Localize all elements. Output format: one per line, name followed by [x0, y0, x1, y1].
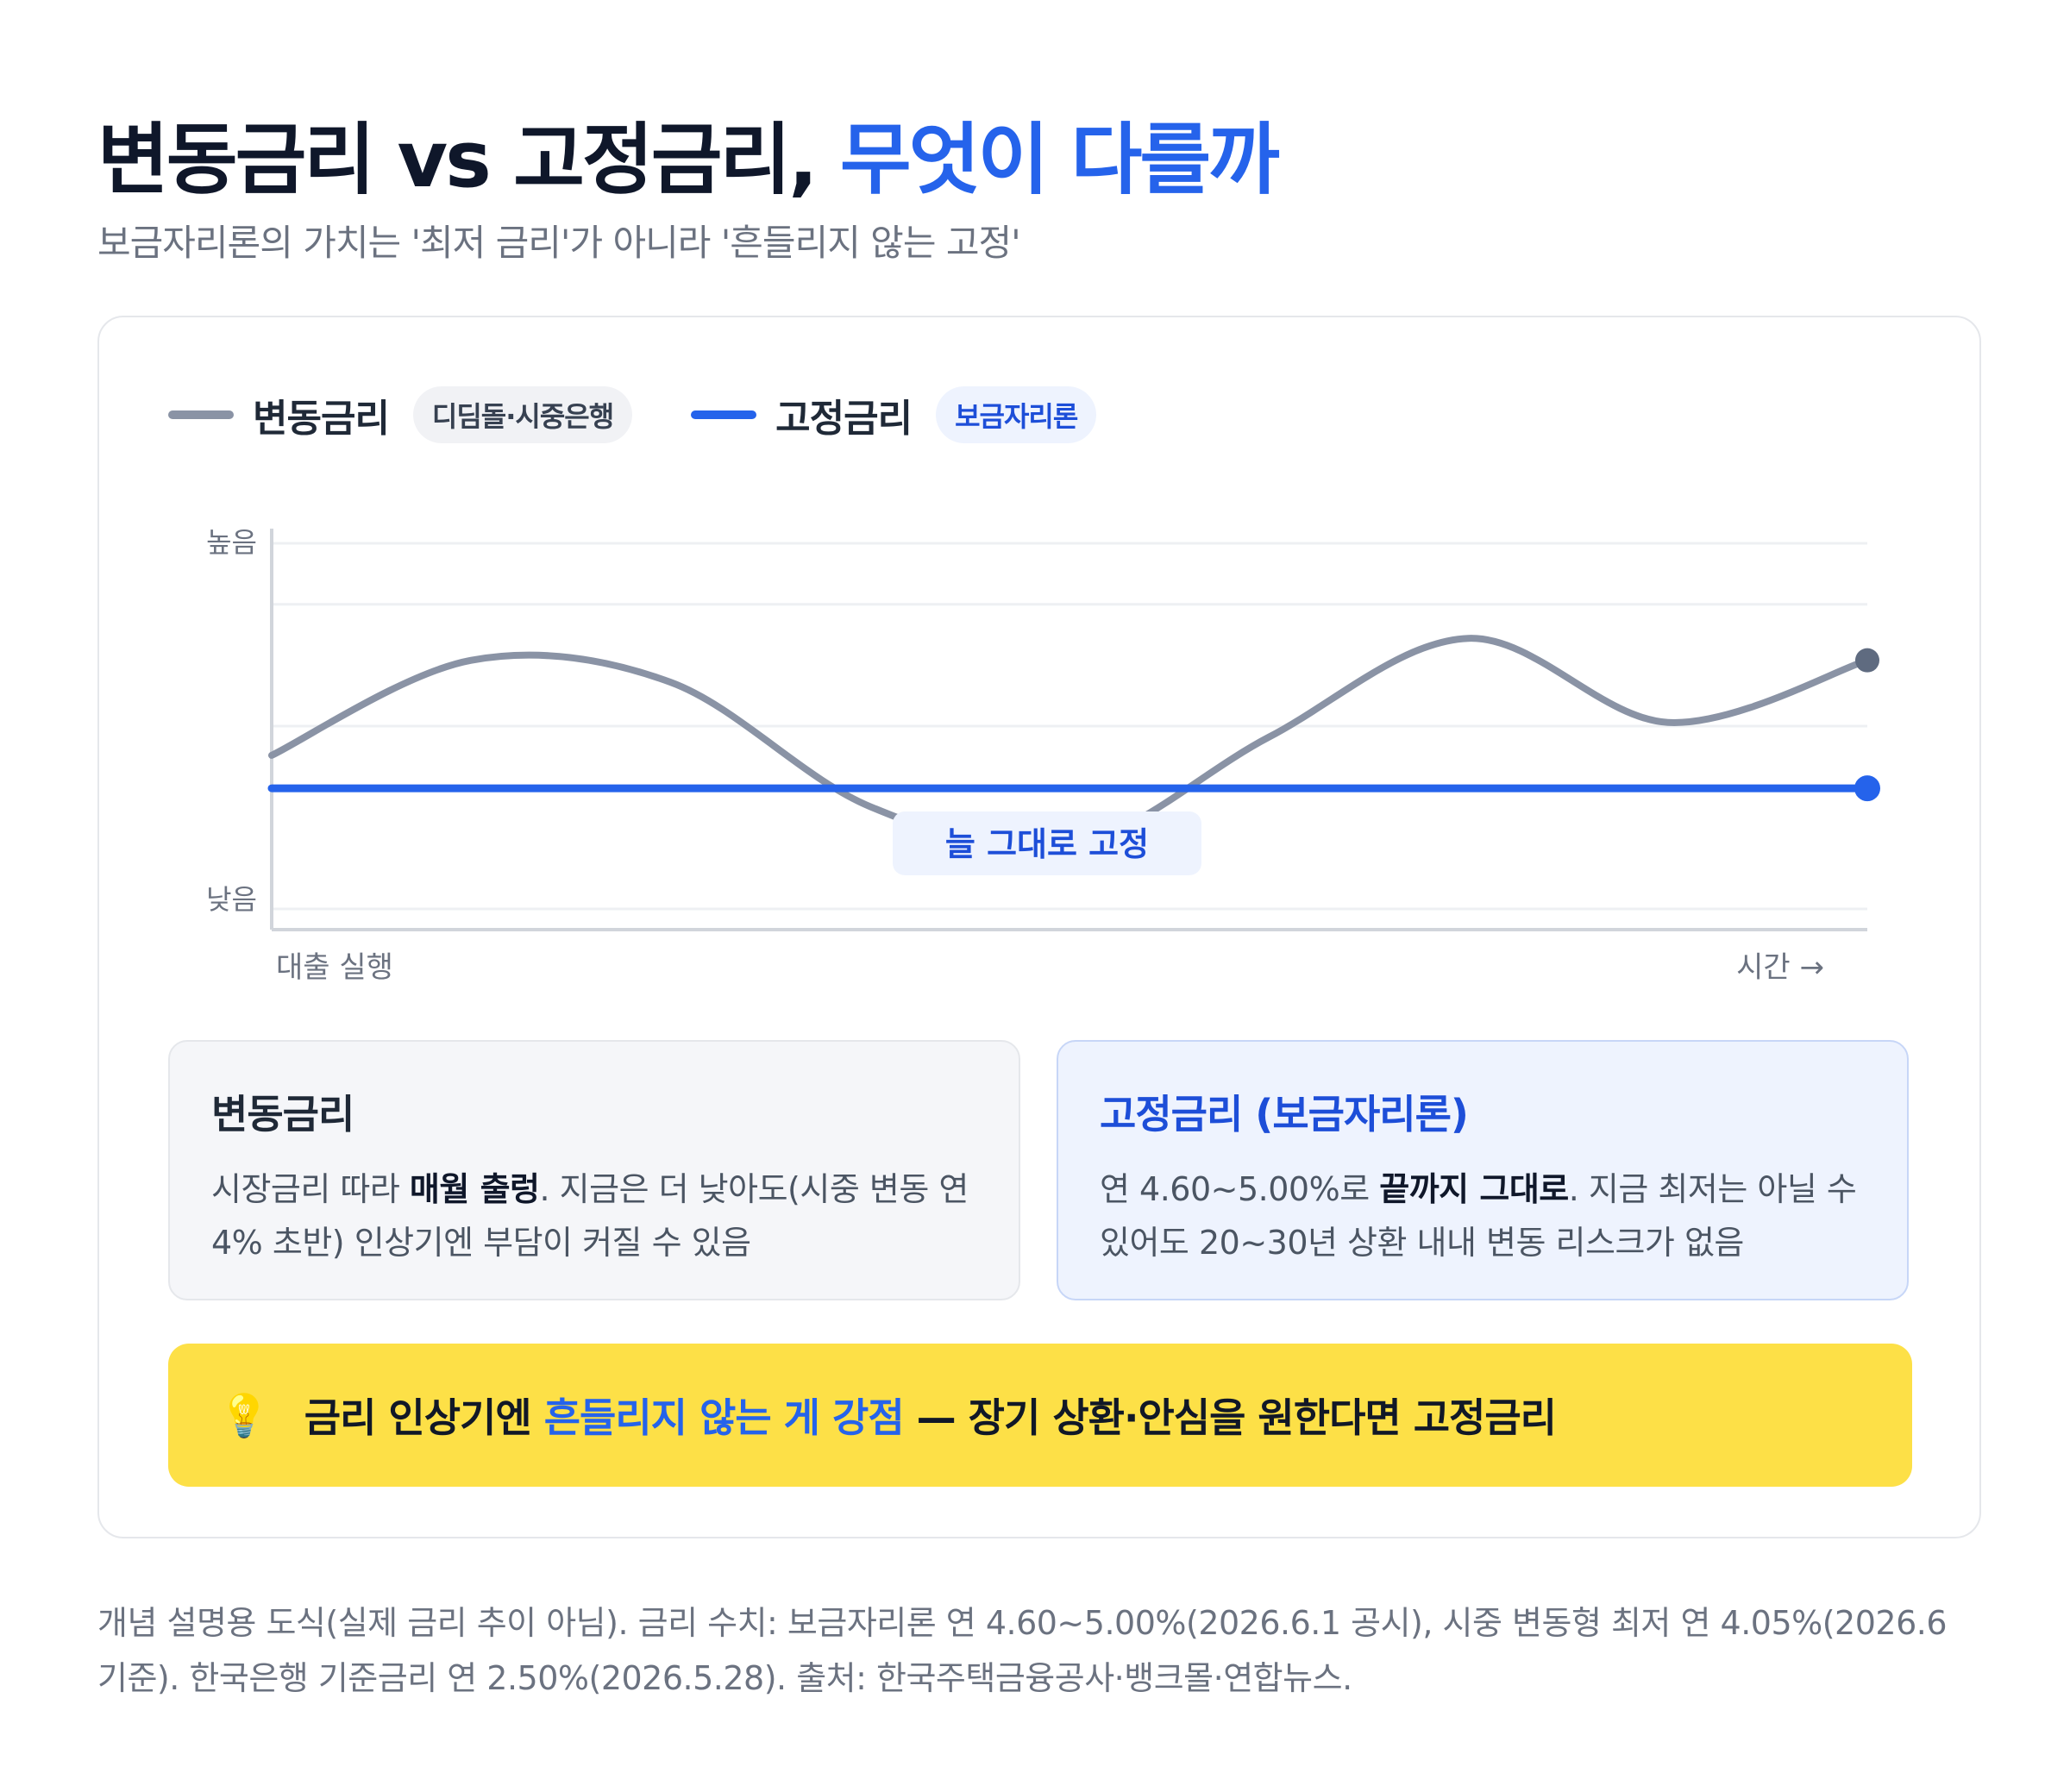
line-chart: 높음 낮음 대출 실행 시간 → 늘 그대로 고정: [206, 526, 1880, 985]
chart-grid: [272, 542, 1867, 911]
tip-banner: 💡 금리 인상기엔 흔들리지 않는 게 강점 — 장기 상환·안심을 원한다면 …: [168, 1344, 1912, 1487]
variable-legend-label: 변동금리: [253, 397, 390, 441]
variable-card-text: 시장금리 따라 매월 출렁. 지금은 더 낮아도(시중 변동 연 4% 초반) …: [211, 1170, 969, 1262]
fixed-legend-badge: 보금자리론: [936, 386, 1097, 443]
variable-series-endpoint: [1855, 648, 1879, 673]
variable-rate-card: 변동금리 시장금리 따라 매월 출렁. 지금은 더 낮아도(시중 변동 연 4%…: [168, 1040, 1020, 1300]
fixed-rate-card: 고정금리 (보금자리론) 연 4.60~5.00%로 끝까지 그대로. 지금 최…: [1057, 1040, 1909, 1300]
annotation-box: [893, 811, 1201, 875]
page-subtitle: 보금자리론의 가치는 '최저 금리'가 아니라 '흔들리지 않는 고정': [97, 222, 1021, 264]
footnote: 개념 설명용 도식(실제 금리 추이 아님). 금리 수치: 보금자리론 연 4…: [97, 1604, 1948, 1697]
variable-legend-swatch: [168, 410, 234, 419]
fixed-card-title: 고정금리 (보금자리론): [1100, 1091, 1469, 1137]
chart-legend: 변동금리 디딤돌·시중은행 고정금리 보금자리론: [168, 386, 1155, 443]
lightbulb-icon: 💡: [218, 1391, 270, 1440]
tip-text: 금리 인상기엔 흔들리지 않는 게 강점 — 장기 상환·안심을 원한다면 고정…: [304, 1394, 1557, 1441]
fixed-annotation: 늘 그대로 고정: [945, 825, 1149, 863]
page-title: 변동금리 vs 고정금리, 무엇이 다를까: [97, 97, 1280, 209]
x-tick-end: 시간 →: [1736, 950, 1824, 985]
variable-card-title: 변동금리: [211, 1091, 354, 1137]
fixed-legend-swatch: [691, 410, 757, 419]
title-accent: 무엇이 다를까: [839, 115, 1280, 205]
chart-card: 변동금리 디딤돌·시중은행 고정금리 보금자리론 높음 낮음 대출 실행 시간 …: [97, 316, 1981, 1538]
y-tick-low: 낮음: [206, 883, 257, 916]
fixed-card-text: 연 4.60~5.00%로 끝까지 그대로. 지금 최저는 아닐 수 있어도 2…: [1100, 1170, 1857, 1262]
x-tick-start: 대출 실행: [276, 950, 393, 985]
title-main: 변동금리 vs 고정금리,: [97, 115, 818, 205]
fixed-legend-label: 고정금리: [775, 397, 913, 441]
y-tick-high: 높음: [206, 526, 257, 559]
variable-legend-badge: 디딤돌·시중은행: [412, 386, 633, 443]
fixed-series-endpoint: [1854, 775, 1880, 802]
